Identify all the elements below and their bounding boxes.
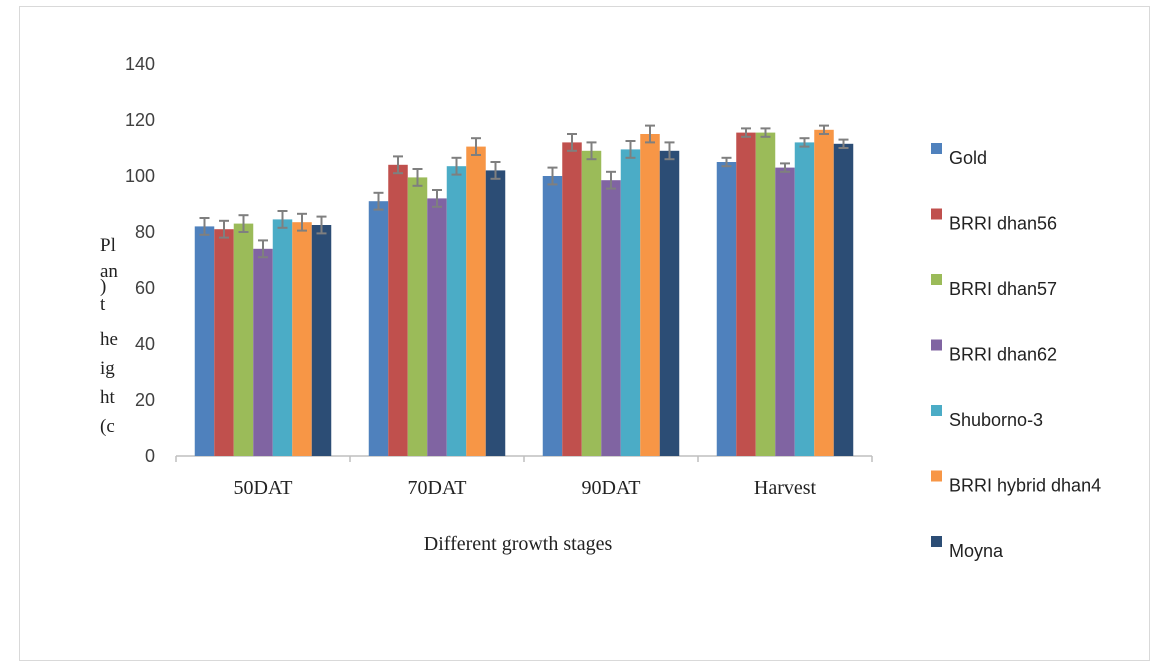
error-bar — [625, 140, 636, 159]
error-bar — [373, 191, 384, 211]
x-tick-label: 70DAT — [408, 477, 467, 499]
bar — [292, 222, 312, 456]
bar — [368, 201, 389, 456]
y-axis-title-fragment: an — [100, 261, 118, 282]
error-bar — [645, 124, 655, 144]
x-tick-label: 50DAT — [234, 477, 293, 499]
error-bar — [219, 219, 229, 239]
bar — [542, 176, 563, 456]
bar — [485, 170, 506, 456]
bar — [427, 198, 447, 456]
bars — [194, 124, 854, 457]
error-bar — [199, 217, 210, 236]
bar — [659, 150, 680, 457]
legend-swatch — [931, 470, 942, 482]
y-axis-title-fragment: ) — [100, 276, 106, 297]
bar — [407, 177, 428, 456]
error-bar — [432, 189, 442, 208]
error-bar — [238, 214, 249, 233]
error-bar — [760, 127, 771, 138]
bar — [233, 223, 254, 456]
error-bar — [606, 170, 616, 190]
legend-label: Shuborno-3 — [949, 410, 1043, 430]
bar — [272, 219, 293, 456]
legend-swatch — [931, 339, 942, 351]
bar — [755, 132, 776, 456]
y-axis-title-fragment: Pl — [100, 235, 116, 256]
y-axis-title-fragment: (c — [100, 416, 115, 437]
error-bar — [838, 138, 849, 149]
bar — [562, 142, 582, 456]
bar — [194, 226, 215, 456]
bar — [775, 167, 795, 456]
y-tick-label: 40 — [135, 334, 155, 354]
y-tick-label: 140 — [125, 54, 155, 74]
error-bar — [451, 156, 462, 176]
y-axis-title-fragment: ig — [100, 358, 115, 379]
legend-swatch — [931, 274, 942, 285]
error-bar — [799, 137, 810, 148]
error-bar — [741, 127, 751, 138]
error-bar — [819, 124, 829, 135]
bar — [388, 164, 408, 457]
bar — [253, 248, 273, 456]
bar — [736, 132, 756, 456]
y-tick-label: 60 — [135, 278, 155, 298]
y-axis-title-fragment: t — [100, 294, 106, 315]
legend-label: Gold — [949, 148, 987, 168]
y-axis-title: Pl an t he ig ht (c) — [100, 235, 118, 437]
y-tick-label: 20 — [135, 390, 155, 410]
bar — [794, 142, 815, 456]
y-axis: 0 20 40 60 80 100 120 140 — [125, 54, 155, 466]
y-tick-label: 100 — [125, 166, 155, 186]
error-bar — [393, 155, 403, 175]
y-tick-label: 80 — [135, 222, 155, 242]
error-bar — [664, 141, 675, 161]
bar — [214, 229, 234, 456]
bar — [833, 143, 854, 457]
legend-swatch — [931, 405, 942, 416]
bar — [601, 180, 621, 456]
legend-swatch — [931, 536, 942, 547]
legend-label: BRRI dhan56 — [949, 214, 1057, 234]
error-bar — [721, 156, 732, 168]
bar — [466, 146, 486, 456]
legend-label: BRRI hybrid dhan4 — [949, 476, 1101, 496]
legend-label: BRRI dhan57 — [949, 279, 1057, 299]
legend-label: BRRI dhan62 — [949, 345, 1057, 365]
error-bar — [277, 210, 288, 229]
bar — [716, 162, 737, 456]
legend-swatch — [931, 143, 942, 154]
x-axis: 50DAT 70DAT 90DAT Harvest — [175, 455, 873, 499]
bar — [620, 149, 641, 456]
legend-label: Moyna — [949, 541, 1004, 561]
y-axis-title-fragment: he — [100, 329, 118, 350]
x-tick-label: 90DAT — [582, 477, 641, 499]
error-bar — [490, 161, 501, 180]
error-bar — [780, 162, 790, 173]
error-bar — [471, 137, 481, 156]
legend: Gold BRRI dhan56 BRRI dhan57 BRRI dhan62 Shu… — [931, 143, 1101, 561]
bar — [581, 150, 602, 457]
error-bar — [297, 212, 307, 232]
error-bar — [567, 133, 577, 152]
error-bar — [316, 215, 327, 235]
bar — [814, 129, 834, 457]
error-bar — [547, 166, 558, 186]
bar — [640, 134, 660, 456]
x-axis-title: Different growth stages — [424, 533, 613, 555]
legend-swatch — [931, 208, 942, 220]
y-tick-label: 0 — [145, 446, 155, 466]
bar — [446, 166, 467, 456]
error-bar — [412, 168, 423, 187]
bar — [311, 225, 332, 456]
y-axis-title-fragment: ht — [100, 387, 116, 408]
error-bar — [258, 239, 268, 259]
y-tick-label: 120 — [125, 110, 155, 130]
error-bar — [586, 141, 597, 161]
x-tick-label: Harvest — [754, 477, 817, 499]
